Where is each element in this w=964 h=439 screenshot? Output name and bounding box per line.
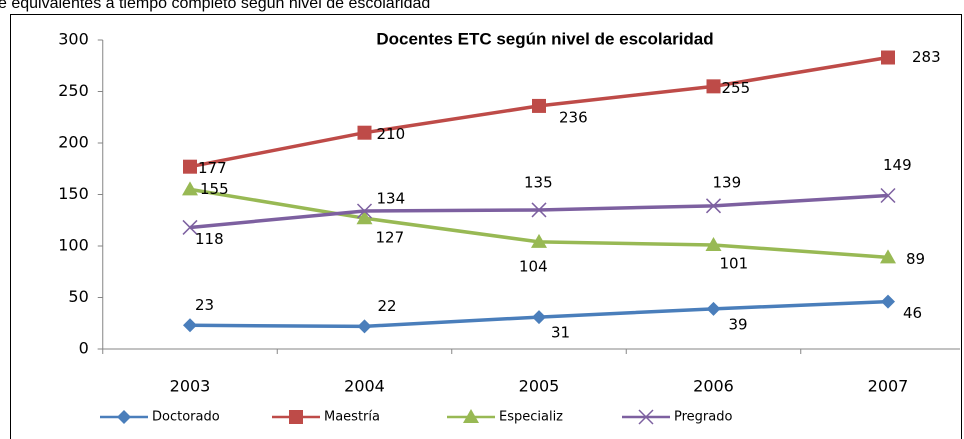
marker [532, 98, 546, 113]
marker [183, 159, 197, 174]
data-label: 31 [551, 324, 570, 342]
marker [881, 50, 895, 65]
x-tick-label: 2006 [693, 377, 734, 396]
marker [182, 181, 198, 196]
data-label: 89 [906, 250, 925, 268]
y-tick-label: 150 [58, 184, 89, 203]
marker [289, 410, 303, 424]
marker [706, 301, 721, 316]
data-label: 104 [519, 257, 548, 275]
marker [357, 125, 372, 140]
marker [182, 219, 198, 235]
y-tick-label: 250 [58, 81, 89, 100]
marker [356, 210, 373, 225]
legend-label: Maestría [324, 410, 380, 425]
marker [531, 202, 547, 218]
y-tick-label: 200 [58, 133, 89, 152]
x-tick-label: 2004 [344, 377, 385, 396]
line [189, 193, 889, 230]
chart-border [10, 14, 962, 439]
data-label: 255 [722, 79, 751, 97]
legend-label: Doctorado [152, 410, 220, 425]
legend-label: Pregrado [674, 410, 732, 425]
x-tick-label: 2007 [868, 377, 909, 396]
marker [463, 409, 479, 423]
legend-label: Especializ [499, 410, 563, 425]
y-tick-label: 100 [58, 236, 89, 255]
x-tick-label: 2005 [519, 377, 560, 396]
marker [183, 318, 197, 333]
marker [880, 187, 896, 204]
marker [880, 249, 896, 264]
data-label: 283 [912, 48, 941, 66]
data-label: 46 [903, 304, 922, 322]
data-label: 39 [729, 315, 748, 333]
y-tick-label: 50 [68, 287, 88, 306]
marker [532, 310, 546, 325]
x-tick-label: 2003 [170, 377, 211, 396]
data-label: 23 [195, 296, 214, 314]
header-text: e equivalentes a tiempo completo según n… [0, 0, 430, 12]
marker [705, 236, 722, 251]
data-label: 101 [720, 254, 749, 272]
data-label: 236 [559, 108, 588, 126]
marker [881, 294, 895, 309]
data-label: 135 [524, 173, 553, 191]
data-label: 118 [195, 230, 224, 248]
data-label: 210 [377, 125, 406, 143]
data-label: 134 [377, 189, 406, 207]
marker [356, 203, 373, 219]
marker [638, 409, 654, 425]
data-label: 149 [883, 156, 912, 174]
data-label: 22 [378, 297, 397, 315]
marker [531, 233, 547, 248]
marker [117, 410, 131, 424]
y-tick-label: 0 [79, 339, 89, 358]
data-label: 177 [198, 159, 227, 177]
data-label: 155 [200, 180, 229, 198]
marker [706, 79, 721, 94]
chart-title: Docentes ETC según nivel de escolaridad [376, 29, 713, 48]
marker [705, 198, 722, 214]
data-label: 139 [713, 173, 742, 191]
data-label: 127 [376, 229, 405, 247]
marker [357, 319, 372, 334]
y-tick-label: 300 [58, 30, 89, 49]
